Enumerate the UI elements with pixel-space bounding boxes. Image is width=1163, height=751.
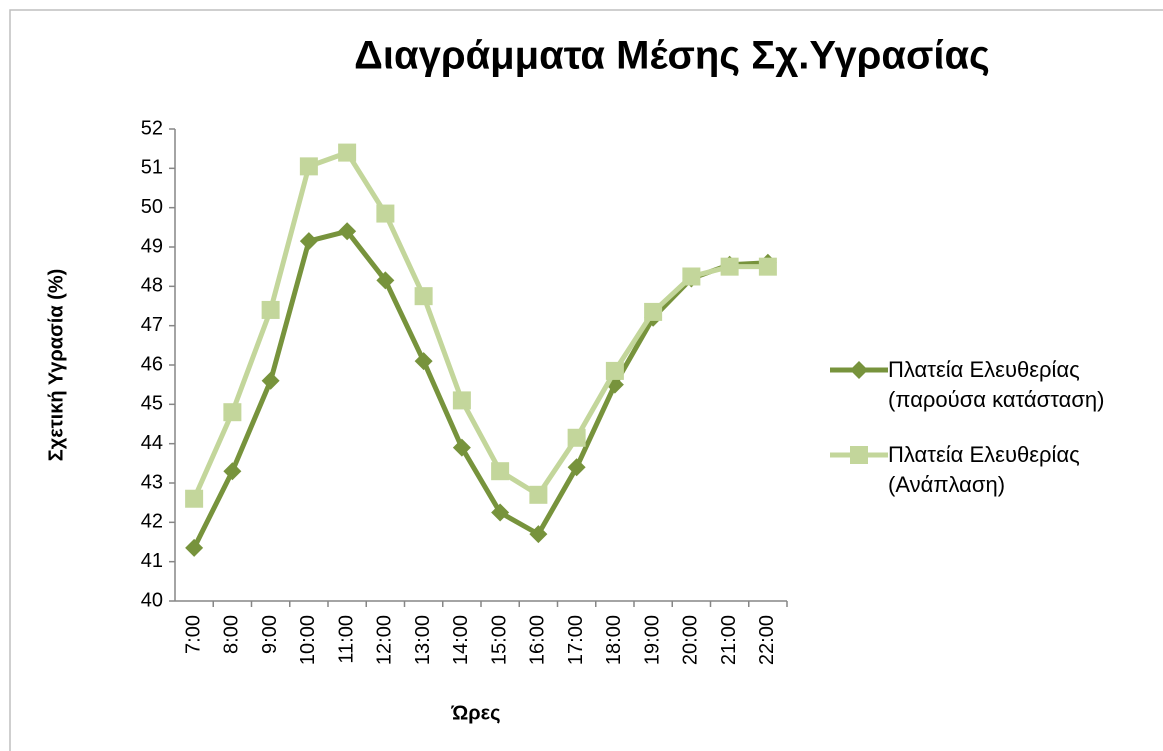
x-tick-label: 12:00 <box>374 615 396 665</box>
legend-label: Πλατεία Ελευθερίας (Ανάπλαση) <box>888 442 1080 497</box>
data-point <box>758 257 777 276</box>
x-tick-label: 7:00 <box>182 615 204 654</box>
data-point <box>605 361 624 380</box>
data-point <box>223 403 242 422</box>
series-line <box>191 228 769 550</box>
data-point <box>567 428 586 447</box>
chart-title: Διαγράμματα Μέσης Σχ.Υγρασίας <box>354 34 990 78</box>
y-tick-label: 52 <box>141 117 163 139</box>
data-point <box>682 267 701 286</box>
y-tick-label: 40 <box>141 589 163 611</box>
y-tick-label: 43 <box>141 471 163 493</box>
legend-marker <box>850 361 868 379</box>
chart-border <box>9 9 1163 751</box>
data-point <box>414 352 433 371</box>
legend-label: Πλατεία Ελευθερίας (παρούσα κατάσταση) <box>888 357 1105 412</box>
data-point <box>529 525 548 544</box>
y-tick-label: 44 <box>141 432 163 454</box>
data-point <box>452 438 471 457</box>
data-point <box>299 157 318 176</box>
y-tick-label: 42 <box>141 511 163 533</box>
data-point <box>529 485 548 504</box>
x-tick-label: 17:00 <box>565 615 587 665</box>
x-tick-label: 14:00 <box>450 615 472 665</box>
y-tick-label: 51 <box>141 157 163 179</box>
data-point <box>261 300 280 319</box>
x-tick-label: 8:00 <box>221 615 243 654</box>
y-tick-label: 48 <box>141 275 163 297</box>
x-tick-label: 19:00 <box>641 615 663 665</box>
x-axis-label: Ώρες <box>450 702 500 724</box>
x-tick-label: 18:00 <box>603 615 625 665</box>
y-tick-label: 50 <box>141 196 163 218</box>
data-point <box>185 489 204 508</box>
data-point <box>261 371 280 390</box>
data-point <box>414 287 433 306</box>
data-point <box>376 271 395 290</box>
y-tick-label: 47 <box>141 314 163 336</box>
data-point <box>491 462 510 481</box>
x-tick-label: 21:00 <box>718 615 740 665</box>
data-point <box>376 204 395 223</box>
y-tick-label: 45 <box>141 393 163 415</box>
x-tick-label: 22:00 <box>756 615 778 665</box>
data-point <box>491 503 510 522</box>
legend-marker <box>850 446 868 464</box>
data-point <box>338 143 357 162</box>
x-tick-label: 15:00 <box>488 615 510 665</box>
data-point <box>720 257 739 276</box>
data-point <box>223 462 242 481</box>
y-axis-label: Σχετική Υγρασία (%) <box>45 269 67 462</box>
data-point <box>567 458 586 477</box>
y-tick-label: 41 <box>141 550 163 572</box>
x-tick-label: 20:00 <box>680 615 702 665</box>
y-tick-label: 49 <box>141 235 163 257</box>
data-point <box>185 538 204 557</box>
x-tick-label: 11:00 <box>335 615 357 664</box>
x-tick-label: 16:00 <box>527 615 549 665</box>
x-tick-label: 10:00 <box>297 615 319 665</box>
x-tick-label: 9:00 <box>259 615 281 654</box>
x-tick-label: 13:00 <box>412 615 434 665</box>
y-tick-label: 46 <box>141 353 163 375</box>
series-line <box>191 150 768 500</box>
data-point <box>338 222 357 241</box>
data-point <box>452 391 471 410</box>
data-point <box>299 232 318 251</box>
data-point <box>644 302 663 321</box>
